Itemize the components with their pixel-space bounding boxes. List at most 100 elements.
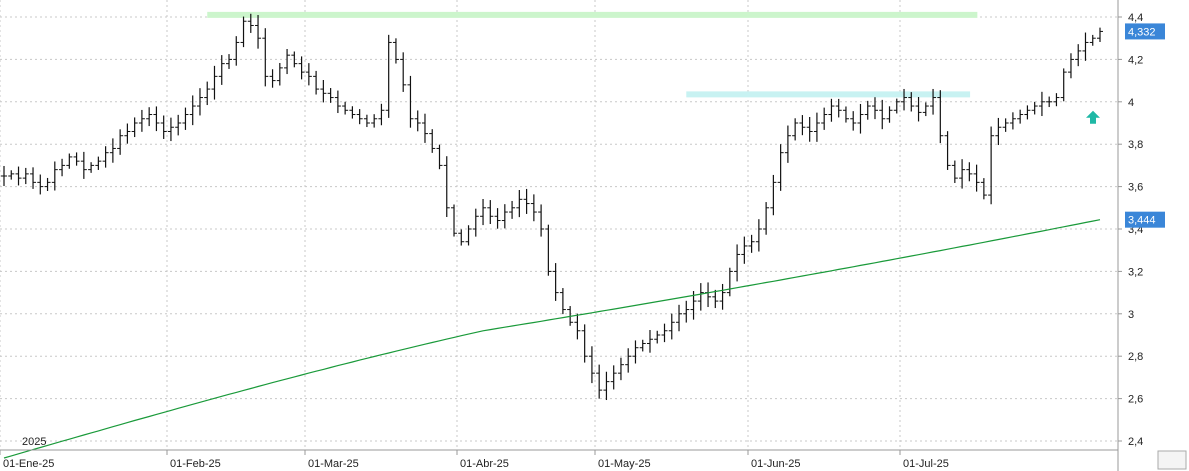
ohlc-bar <box>480 198 487 226</box>
ohlc-bar <box>668 313 675 340</box>
ohlc-bar <box>639 339 646 352</box>
price-bars <box>1 13 1103 401</box>
ohlc-bar <box>806 116 813 142</box>
ohlc-bar <box>646 330 653 353</box>
ohlc-bar <box>269 69 276 88</box>
ohlc-bar <box>632 340 639 364</box>
ohlc-bar <box>770 174 777 216</box>
ohlc-bar <box>458 229 465 246</box>
ohlc-bar <box>588 346 595 384</box>
ohlc-bar <box>509 200 516 219</box>
ohlc-bar <box>472 208 479 237</box>
ohlc-bar <box>552 263 559 301</box>
ohlc-bar <box>305 63 312 86</box>
zoom-control-button <box>1157 450 1187 470</box>
ohlc-bar <box>1060 68 1067 102</box>
ohlc-bar <box>516 190 523 218</box>
ohlc-bar <box>363 114 370 128</box>
ohlc-bar <box>676 304 683 332</box>
ohlc-bar <box>494 208 501 229</box>
y-tick-label: 3,8 <box>1128 139 1143 151</box>
ohlc-bar <box>850 111 857 131</box>
ohlc-bar <box>226 54 233 69</box>
ohlc-bar <box>828 98 835 122</box>
ohlc-bar <box>327 88 334 103</box>
ohlc-bar <box>915 96 922 122</box>
ohlc-bar <box>1097 27 1103 42</box>
ohlc-bar <box>574 313 581 340</box>
ohlc-bar <box>995 117 1002 146</box>
ohlc-bar <box>356 109 363 125</box>
ohlc-bar <box>1038 91 1045 117</box>
ohlc-bar <box>22 167 29 185</box>
y-tick-label: 2,4 <box>1128 436 1143 448</box>
ohlc-bar <box>1017 109 1024 124</box>
ohlc-bar <box>487 200 494 225</box>
ohlc-bar <box>980 178 987 200</box>
ohlc-bar <box>988 126 995 205</box>
ohlc-bar <box>1002 118 1009 132</box>
ohlc-bar <box>959 159 966 189</box>
ohlc-bar <box>240 16 247 48</box>
ohlc-bar <box>864 100 871 120</box>
ohlc-bar <box>813 112 820 142</box>
ohlc-bar <box>734 244 741 282</box>
ohlc-bar <box>371 114 378 128</box>
x-tick-label: 01-Mar-25 <box>308 458 359 470</box>
ohlc-bar <box>748 234 755 253</box>
ohlc-bar <box>879 99 886 130</box>
ohlc-bar <box>944 131 951 170</box>
y-tick-label: 3,6 <box>1128 182 1143 194</box>
y-tick-label: 3 <box>1128 309 1134 321</box>
ohlc-bar <box>247 13 254 33</box>
ohlc-bar <box>407 75 414 128</box>
ohlc-bar <box>784 125 791 163</box>
ohlc-bar <box>385 34 392 118</box>
ohlc-bar <box>886 106 893 123</box>
y-tick-label: 3,2 <box>1128 266 1143 278</box>
y-tick-label: 2,8 <box>1128 351 1143 363</box>
ohlc-bar <box>30 167 37 189</box>
ma-label-box <box>1125 211 1165 228</box>
ohlc-bar <box>661 323 668 343</box>
ohlc-bar <box>124 123 131 144</box>
ohlc-bar <box>378 103 385 126</box>
ohlc-bar <box>617 357 624 381</box>
ohlc-bar <box>160 115 167 139</box>
ohlc-bar <box>538 204 545 237</box>
ohlc-bar <box>821 107 828 130</box>
ohlc-bar <box>233 36 240 66</box>
ohlc-bar <box>625 348 632 373</box>
ohlc-bar <box>559 288 566 315</box>
ohlc-bar <box>523 188 530 214</box>
ohlc-bar <box>973 164 980 192</box>
ohlc-bar <box>255 15 262 49</box>
ohlc-bar <box>908 92 915 112</box>
grid <box>0 0 1118 450</box>
ohlc-bar <box>400 52 407 92</box>
ohlc-bar <box>763 202 770 235</box>
ohlc-bar <box>901 88 908 111</box>
ohlc-bar <box>501 204 508 229</box>
ohlc-bar <box>153 106 160 132</box>
ohlc-bar <box>726 267 733 297</box>
ohlc-bar <box>182 107 189 130</box>
axis-labels: 2,42,62,833,23,43,63,844,24,401-Ene-25 01… <box>3 12 1165 470</box>
year-label: 2025 <box>22 436 46 448</box>
ohlc-bar <box>1031 101 1038 115</box>
x-tick-label: 01-Abr-25 <box>460 458 509 470</box>
ohlc-bar <box>719 283 726 310</box>
ohlc-bar <box>138 109 145 132</box>
ohlc-bar <box>1082 32 1089 61</box>
ohlc-bar <box>88 162 95 173</box>
ohlc-bar <box>73 152 80 166</box>
ohlc-bar <box>966 162 973 182</box>
ohlc-bar <box>284 48 291 75</box>
ohlc-bar <box>392 38 399 64</box>
x-tick-label: 01-May-25 <box>598 458 651 470</box>
moving-average <box>3 219 1101 459</box>
ohlc-bar <box>842 106 849 123</box>
up-arrow-icon <box>1086 110 1100 124</box>
